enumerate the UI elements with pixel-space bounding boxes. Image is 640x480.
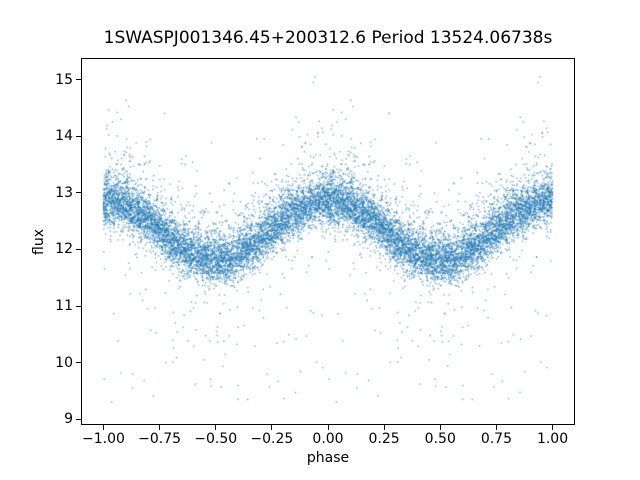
x-tick-mark [215,425,217,430]
x-tick-label: 1.00 [536,431,569,447]
chart-title: 1SWASPJ001346.45+200312.6 Period 13524.0… [103,28,553,48]
y-tick-label: 14 [55,128,73,145]
x-tick-label: 0.25 [368,431,400,447]
x-tick-mark [383,425,385,430]
y-tick-mark [76,135,81,137]
x-tick-label: −0.25 [250,431,294,447]
x-tick-mark [159,425,161,430]
y-tick-label: 9 [64,411,73,428]
x-tick-mark [552,425,554,430]
y-tick-mark [76,305,81,307]
y-tick-mark [76,362,81,364]
x-axis-label: phase [306,450,350,466]
x-tick-label: −0.75 [138,431,182,447]
x-tick-label: 0.75 [480,431,512,447]
plot-area [81,58,575,425]
scatter-points-canvas [82,59,574,424]
x-tick-mark [102,425,104,430]
x-tick-mark [327,425,329,430]
y-tick-mark [76,418,81,420]
x-tick-label: −1.00 [82,431,125,447]
y-tick-mark [76,79,81,81]
y-tick-label: 11 [55,298,73,315]
y-tick-label: 10 [55,354,73,371]
y-tick-mark [76,192,81,194]
x-tick-mark [271,425,273,430]
y-tick-label: 12 [55,241,73,258]
x-tick-mark [495,425,497,430]
y-tick-label: 13 [55,184,73,201]
x-tick-mark [439,425,441,430]
x-tick-label: 0.00 [312,431,344,447]
y-tick-label: 15 [55,71,73,88]
y-tick-mark [76,248,81,250]
x-tick-label: 0.50 [424,431,456,447]
x-tick-label: −0.50 [194,431,238,447]
